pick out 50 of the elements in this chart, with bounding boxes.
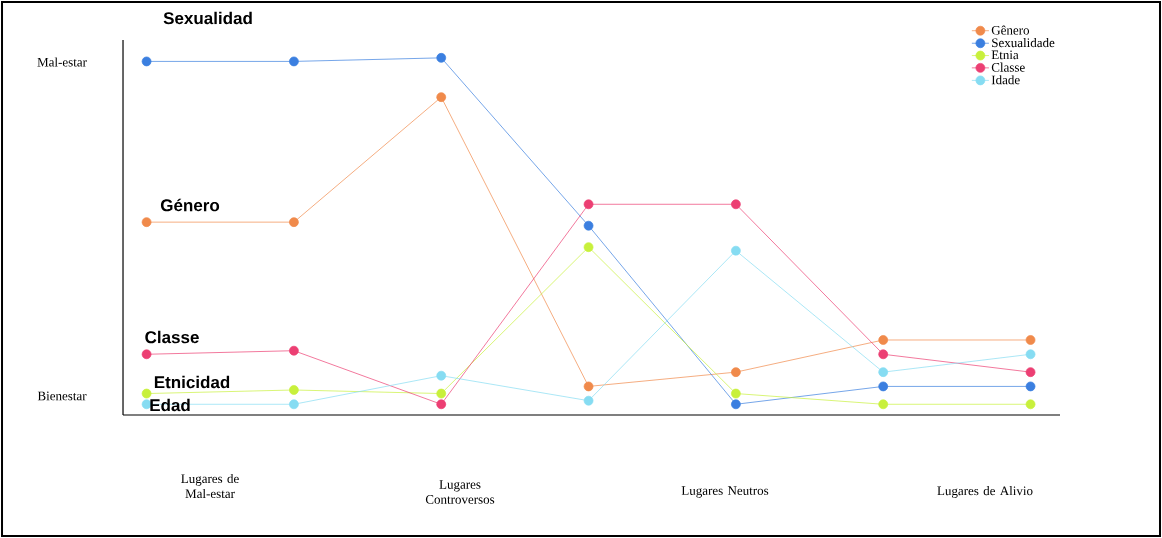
point bbox=[289, 56, 299, 67]
legend-label: Idade bbox=[991, 75, 1020, 85]
text: Lugares Neutros bbox=[681, 486, 769, 498]
point bbox=[436, 388, 447, 399]
legend-label: Sexualidade bbox=[992, 37, 1055, 48]
point bbox=[878, 335, 889, 345]
point bbox=[878, 349, 889, 360]
point bbox=[141, 349, 152, 360]
point bbox=[1025, 381, 1036, 392]
point bbox=[436, 53, 447, 63]
point bbox=[1025, 335, 1036, 345]
legend-label: Etnia bbox=[991, 50, 1019, 60]
point bbox=[583, 242, 594, 252]
point bbox=[878, 381, 889, 392]
point bbox=[289, 399, 299, 410]
point bbox=[1025, 399, 1036, 410]
point bbox=[583, 220, 594, 231]
legend-label: Gênero bbox=[991, 25, 1030, 35]
point bbox=[289, 217, 299, 227]
point bbox=[436, 370, 447, 381]
point bbox=[583, 395, 594, 406]
point bbox=[436, 92, 447, 102]
point bbox=[289, 385, 299, 395]
text: Mal-estar bbox=[37, 57, 87, 67]
point bbox=[878, 399, 889, 410]
point bbox=[141, 217, 152, 227]
text: Bienestar bbox=[37, 391, 87, 401]
point bbox=[141, 56, 152, 67]
annotation: Edad bbox=[150, 398, 190, 412]
point bbox=[731, 245, 741, 256]
point bbox=[583, 199, 594, 210]
point bbox=[141, 388, 152, 399]
text: Lugares de Mal-estar bbox=[181, 473, 239, 499]
point bbox=[436, 399, 447, 410]
annotation: Etnicidad bbox=[154, 375, 230, 389]
annotation: Género bbox=[160, 198, 220, 212]
point bbox=[289, 345, 299, 356]
point bbox=[731, 199, 741, 210]
point bbox=[1025, 349, 1036, 360]
text: Sexualidad bbox=[163, 11, 252, 25]
point bbox=[878, 367, 889, 377]
text: Lugares Controversos bbox=[425, 480, 495, 504]
text: Lugares de Alivio bbox=[937, 486, 1033, 498]
point bbox=[731, 367, 741, 377]
point bbox=[1025, 367, 1036, 377]
point bbox=[731, 388, 741, 399]
point bbox=[731, 399, 741, 410]
legend-label: Classe bbox=[991, 62, 1025, 72]
annotation: Classe bbox=[145, 330, 199, 344]
point bbox=[583, 381, 594, 392]
